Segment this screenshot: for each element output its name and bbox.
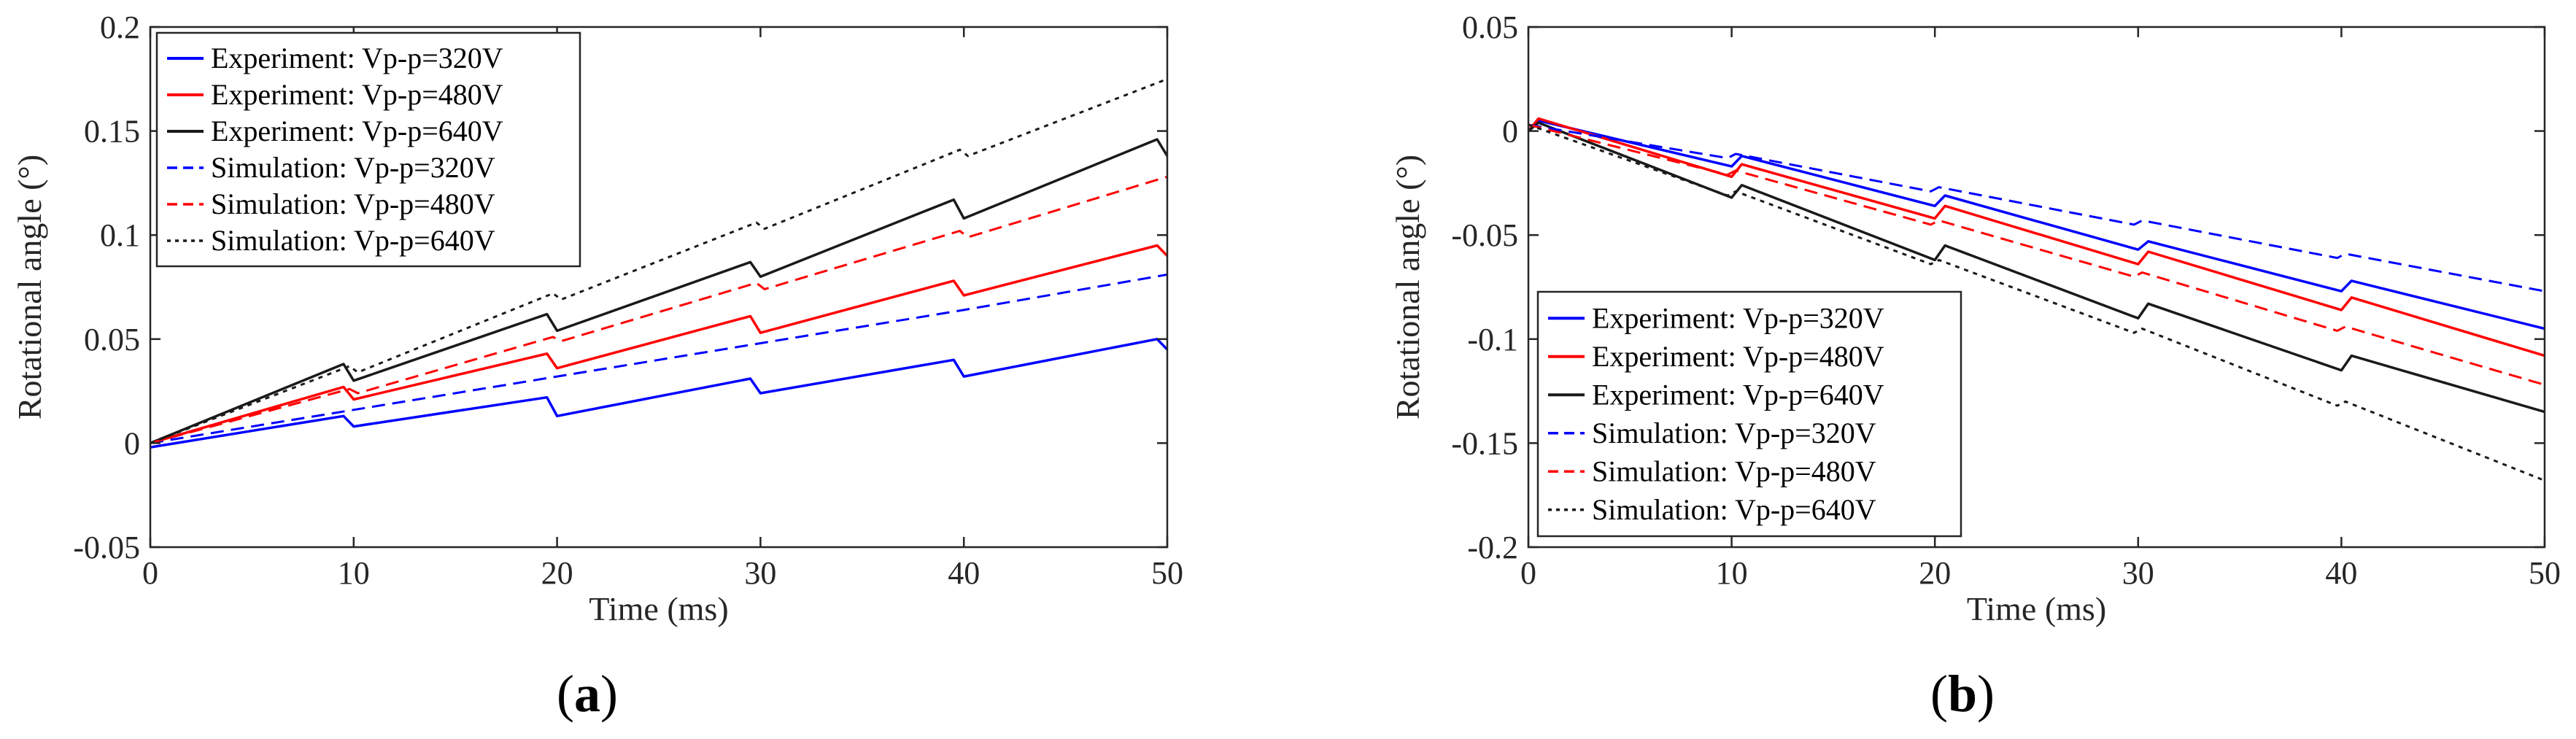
series-line-experiment-vp-p-480v (150, 244, 1167, 445)
panel-label-b: (b) (1930, 665, 1995, 723)
legend: Experiment: Vp-p=320V Experiment: Vp-p=48… (155, 31, 581, 268)
y-tick-label: -0.1 (1467, 322, 1518, 357)
series-line-simulation-vp-p-320v (1528, 123, 2545, 293)
x-axis-label: Time (ms) (589, 590, 728, 627)
x-tick-label: 10 (1716, 555, 1748, 591)
axes-frame (149, 26, 1169, 549)
y-tick-label: -0.2 (1467, 530, 1518, 565)
legend-label: Simulation: Vp-p=480V (211, 187, 495, 220)
legend: Experiment: Vp-p=320V Experiment: Vp-p=48… (1536, 290, 1962, 538)
y-tick-label: 0.15 (84, 114, 140, 150)
x-axis-label: Time (ms) (1967, 590, 2106, 627)
x-tick-label: 20 (1919, 555, 1951, 591)
y-tick-label: -0.05 (73, 530, 140, 565)
y-axis-label: Rotational angle (°) (1389, 155, 1426, 419)
chart-panel-b: 0 10 20 30 40 50 -0.2 -0.15 -0.1 -0.05 0 0.05 Time (… (1389, 9, 2561, 627)
panel-label-a: (a) (557, 665, 618, 723)
x-tick-label: 50 (1151, 555, 1183, 591)
y-tick-label: 0.05 (1462, 9, 1518, 45)
legend-label: Simulation: Vp-p=640V (1592, 493, 1876, 526)
y-tick-label: 0 (124, 425, 140, 461)
series-line-simulation-vp-p-480v (150, 175, 1167, 444)
legend-box (155, 31, 581, 268)
series-line-simulation-vp-p-320v (150, 273, 1167, 444)
axes-frame (1527, 26, 2546, 549)
x-tick-label: 20 (541, 555, 573, 591)
x-tick-label: 10 (338, 555, 370, 591)
legend-label: Experiment: Vp-p=640V (1592, 378, 1884, 411)
legend-label: Experiment: Vp-p=480V (1592, 340, 1884, 373)
series-line-experiment-vp-p-640v (150, 138, 1167, 445)
x-tick-label: 40 (2325, 555, 2357, 591)
legend-label: Simulation: Vp-p=480V (1592, 454, 1876, 487)
x-tick-label: 0 (142, 555, 158, 591)
legend-label: Simulation: Vp-p=640V (211, 224, 495, 257)
series-line-experiment-vp-p-320v (1528, 119, 2545, 330)
x-tick-label: 30 (2122, 555, 2154, 591)
series-group (150, 77, 1167, 449)
series-line-experiment-vp-p-320v (150, 338, 1167, 449)
series-line-simulation-vp-p-480v (1528, 123, 2545, 386)
legend-label: Experiment: Vp-p=480V (211, 78, 503, 111)
x-tick-label: 50 (2529, 555, 2561, 591)
legend-label: Experiment: Vp-p=640V (211, 115, 503, 147)
legend-label: Experiment: Vp-p=320V (211, 42, 503, 74)
x-tick-label: 40 (948, 555, 980, 591)
legend-label: Simulation: Vp-p=320V (211, 151, 495, 184)
series-group (1528, 117, 2545, 482)
legend-box (1536, 290, 1962, 538)
legend-label: Simulation: Vp-p=320V (1592, 417, 1876, 449)
y-tick-label: 0.2 (100, 9, 140, 45)
y-tick-label: 0.05 (84, 322, 140, 357)
legend-label: Experiment: Vp-p=320V (1592, 301, 1884, 334)
y-tick-label: -0.15 (1451, 425, 1518, 461)
y-tick-label: -0.05 (1451, 217, 1518, 253)
series-line-simulation-vp-p-640v (1528, 123, 2545, 482)
series-line-simulation-vp-p-640v (150, 77, 1167, 444)
y-axis-label: Rotational angle (°) (11, 155, 48, 419)
series-line-experiment-vp-p-480v (1528, 117, 2545, 357)
y-tick-label: 0.1 (100, 217, 140, 253)
x-tick-label: 30 (744, 555, 776, 591)
series-line-experiment-vp-p-640v (1528, 121, 2545, 414)
y-tick-label: 0 (1502, 114, 1518, 150)
x-tick-label: 0 (1520, 555, 1536, 591)
